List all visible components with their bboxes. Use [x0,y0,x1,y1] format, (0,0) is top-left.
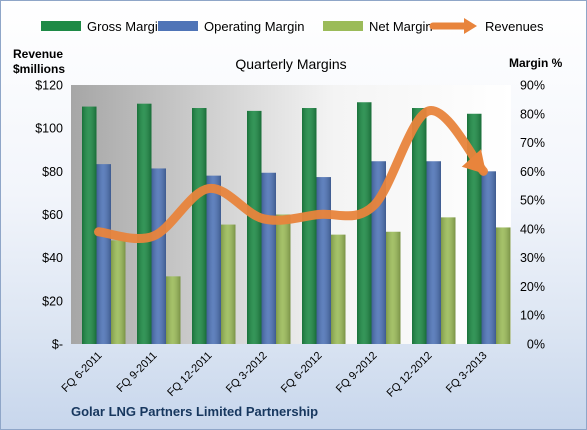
bar-shade-gross-margin-fq-3-2012 [247,110,262,345]
left-tick-label: $20 [42,294,63,308]
legend-label-net-margin: Net Margin [369,19,433,34]
bar-shade-operating-margin-fq-9-2011 [151,168,166,344]
x-tick-label: FQ 3-2012 [224,350,270,396]
legend-label-operating-margin: Operating Margin [204,19,304,34]
right-tick-label: 80% [520,107,545,121]
legend-swatch-gross-margin [41,21,81,31]
left-tick-label: $120 [35,79,63,93]
bar-shade-operating-margin-fq-6-2011 [96,164,111,344]
x-tick-label: FQ 6-2012 [279,350,325,396]
bar-shade-operating-margin-fq-12-2012 [426,161,441,344]
bar-shade-gross-margin-fq-12-2011 [192,108,207,345]
bar-shade-net-margin-fq-12-2012 [441,217,456,344]
x-tick-label: FQ 9-2012 [334,350,380,396]
left-tick-label: $40 [42,251,63,265]
left-axis-ticks: $- $20 $40 $60 $80 $100 $120 [35,79,63,352]
bar-shade-net-margin-fq-12-2011 [221,224,236,344]
bar-shade-operating-margin-fq-12-2011 [206,175,221,344]
right-tick-label: 50% [520,194,545,208]
right-axis-title: Margin % [509,56,563,70]
legend-arrow-revenues [464,18,477,34]
left-tick-label: $60 [42,208,63,222]
left-tick-label: $100 [35,122,63,136]
x-tick-label: FQ 3-2013 [444,350,490,396]
bar-shade-net-margin-fq-3-2013 [496,227,511,344]
left-axis-title-line2: $millions [13,62,65,76]
x-tick-label: FQ 12-2011 [165,350,214,399]
right-tick-label: 40% [520,222,545,236]
x-tick-label: FQ 9-2011 [115,350,160,395]
bar-shade-net-margin-fq-6-2012 [331,234,346,344]
legend-label-gross-margin: Gross Margin [87,19,165,34]
right-tick-label: 10% [520,309,545,323]
right-axis-ticks: 0% 10% 20% 30% 40% 50% 60% 70% 80% 90% [520,79,545,352]
bar-shade-gross-margin-fq-6-2012 [302,108,317,345]
bar-shade-gross-margin-fq-6-2011 [82,106,97,344]
chart-title: Quarterly Margins [235,56,346,72]
right-tick-label: 20% [520,280,545,294]
legend-swatch-net-margin [323,21,363,31]
bar-shade-gross-margin-fq-12-2012 [412,108,427,345]
bar-shade-net-margin-fq-3-2012 [276,214,291,344]
right-tick-label: 90% [520,79,545,93]
revenue-arrowhead [461,149,487,175]
right-tick-label: 60% [520,165,545,179]
x-tick-label: FQ 12-2012 [385,350,435,400]
left-tick-label: $80 [42,165,63,179]
company-name: Golar LNG Partners Limited Partnership [71,404,318,419]
bar-shade-operating-margin-fq-3-2013 [481,171,496,344]
x-axis-ticks: FQ 6-2011 FQ 9-2011 FQ 12-2011 FQ 3-2012 FQ … [60,350,490,400]
right-tick-label: 0% [527,338,545,352]
x-tick-label: FQ 6-2011 [60,350,105,395]
bar-shade-net-margin-fq-6-2011 [111,240,126,344]
bar-shade-operating-margin-fq-3-2012 [261,172,276,344]
legend-swatch-operating-margin [158,21,198,31]
bar-shade-gross-margin-fq-9-2012 [357,102,372,345]
bar-shade-net-margin-fq-9-2012 [386,231,401,344]
left-axis-title-line1: Revenue [13,47,63,61]
bar-shade-operating-margin-fq-6-2012 [316,177,331,344]
legend-label-revenues: Revenues [485,19,544,34]
legend: Gross Margin Operating Margin Net Margin Re… [41,18,544,34]
right-tick-label: 70% [520,136,545,150]
right-tick-label: 30% [520,251,545,265]
revenue-line-group [94,106,488,244]
left-tick-label: $- [52,338,63,352]
bar-shade-net-margin-fq-9-2011 [166,276,181,344]
revenue-line [94,106,488,244]
bar-shade-gross-margin-fq-9-2011 [137,103,152,344]
